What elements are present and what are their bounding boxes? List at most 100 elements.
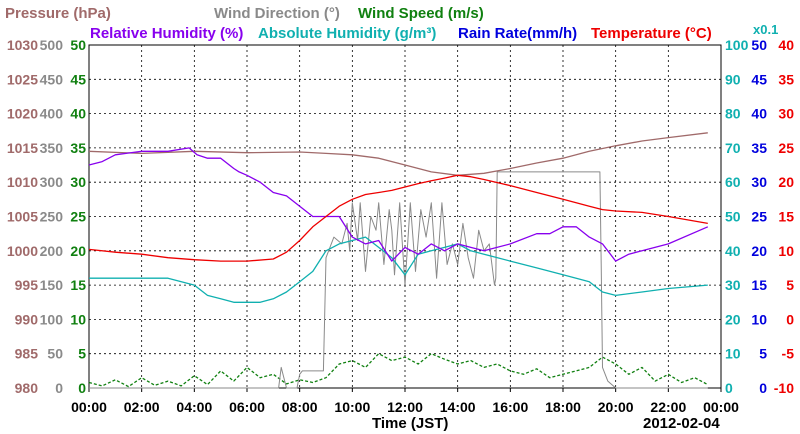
legend-wind-speed: Wind Speed (m/s)	[358, 5, 484, 22]
y-tick-wind-direction: 150	[40, 277, 64, 293]
series-wind-speed-m-s	[88, 353, 709, 388]
y-tick-pressure: 980	[15, 380, 39, 396]
y-tick-wind-direction: 300	[40, 174, 64, 190]
legend-wind-direction: Wind Direction (°)	[214, 5, 340, 22]
y-tick-pressure: 985	[15, 346, 39, 362]
y-tick-rain-rate: 15	[751, 277, 767, 293]
y-tick-pressure: 990	[15, 311, 39, 327]
y-tick-wind-speed: 15	[70, 277, 86, 293]
y-tick-wind-speed: 10	[70, 311, 86, 327]
y-tick-temperature: -5	[782, 346, 795, 362]
y-tick-rain-rate: 30	[751, 174, 767, 190]
y-tick-humidity: 90	[725, 71, 741, 87]
x-tick-label: 02:00	[124, 399, 160, 415]
y-tick-rain-rate: 0	[759, 380, 767, 396]
y-tick-pressure: 995	[15, 277, 39, 293]
legend-temperature: Temperature (°C)	[591, 25, 712, 42]
x-tick-label: 20:00	[598, 399, 634, 415]
y-tick-humidity: 60	[725, 174, 741, 190]
legend-absolute-humidity: Absolute Humidity (g/m³)	[258, 25, 436, 42]
x-tick-label: 22:00	[650, 399, 686, 415]
series-pressure-hpa	[88, 132, 708, 176]
y-tick-wind-speed: 35	[70, 140, 86, 156]
y-tick-rain-rate: 10	[751, 311, 767, 327]
y-tick-pressure: 1030	[7, 37, 38, 53]
y-tick-pressure: 1025	[7, 71, 38, 87]
x-tick-label: 00:00	[703, 399, 739, 415]
y-tick-temperature: 10	[778, 243, 794, 259]
y-tick-wind-direction: 250	[40, 209, 64, 225]
y-tick-wind-direction: 100	[40, 311, 64, 327]
series-relative-humidity	[88, 147, 709, 262]
y-tick-temperature: 30	[778, 106, 794, 122]
y-tick-wind-direction: 500	[40, 37, 64, 53]
y-tick-wind-direction: 450	[40, 71, 64, 87]
y-tick-temperature: 35	[778, 71, 794, 87]
series-wind-direction	[89, 171, 708, 389]
x-tick-label: 04:00	[176, 399, 212, 415]
y-tick-temperature: 15	[778, 209, 794, 225]
data-series	[88, 132, 709, 389]
y-tick-wind-speed: 0	[78, 380, 86, 396]
y-tick-pressure: 1015	[7, 140, 38, 156]
legend-row-2: Relative Humidity (%) Absolute Humidity …	[90, 22, 778, 42]
y-tick-humidity: 20	[725, 311, 741, 327]
y-tick-rain-rate: 35	[751, 140, 767, 156]
x-tick-label: 12:00	[387, 399, 423, 415]
y-tick-wind-speed: 50	[70, 37, 86, 53]
legend-relative-humidity: Relative Humidity (%)	[90, 25, 243, 42]
y-tick-rain-rate: 25	[751, 209, 767, 225]
y-tick-temperature: 20	[778, 174, 794, 190]
y-tick-rain-rate: 5	[759, 346, 767, 362]
y-tick-rain-rate: 40	[751, 106, 767, 122]
axis-tick-labels: 1030102510201015101010051000995990985980…	[7, 37, 794, 415]
legend-row-1: Pressure (hPa) Wind Direction (°) Wind S…	[5, 5, 484, 22]
x-axis-title: Time (JST)	[372, 415, 448, 432]
y-tick-rain-rate: 45	[751, 71, 767, 87]
y-tick-wind-direction: 0	[55, 380, 63, 396]
x-tick-label: 16:00	[492, 399, 528, 415]
y-tick-wind-speed: 20	[70, 243, 86, 259]
y-tick-humidity: 30	[725, 277, 741, 293]
x-tick-label: 00:00	[71, 399, 107, 415]
y-tick-wind-direction: 350	[40, 140, 64, 156]
x-tick-label: 06:00	[229, 399, 265, 415]
series-absolute-humidity-g-m	[89, 236, 708, 303]
x-tick-label: 10:00	[334, 399, 370, 415]
y-tick-wind-speed: 40	[70, 106, 86, 122]
x-tick-label: 08:00	[282, 399, 318, 415]
y-tick-temperature: -10	[774, 380, 794, 396]
y-tick-humidity: 10	[725, 346, 741, 362]
legend-pressure: Pressure (hPa)	[5, 5, 111, 22]
y-tick-temperature: 0	[786, 311, 794, 327]
series-temperature-c	[88, 174, 708, 262]
legend-rain-rate: Rain Rate(mm/h)	[458, 25, 577, 42]
y-tick-rain-rate: 50	[751, 37, 767, 53]
y-tick-humidity: 40	[725, 243, 741, 259]
x-tick-label: 18:00	[545, 399, 581, 415]
y-tick-humidity: 100	[725, 37, 749, 53]
y-tick-temperature: 25	[778, 140, 794, 156]
y-tick-wind-direction: 50	[47, 346, 63, 362]
y-tick-humidity: 80	[725, 106, 741, 122]
x-tick-label: 14:00	[440, 399, 476, 415]
y-tick-humidity: 0	[725, 380, 733, 396]
y-tick-rain-rate: 20	[751, 243, 767, 259]
y-tick-temperature: 40	[778, 37, 794, 53]
y-tick-pressure: 1005	[7, 209, 38, 225]
y-tick-wind-direction: 400	[40, 106, 64, 122]
y-tick-humidity: 70	[725, 140, 741, 156]
y-tick-wind-speed: 25	[70, 209, 86, 225]
y-tick-wind-speed: 5	[78, 346, 86, 362]
y-tick-humidity: 50	[725, 209, 741, 225]
plot-grid	[89, 45, 721, 388]
y-tick-wind-speed: 45	[70, 71, 86, 87]
y-tick-wind-direction: 200	[40, 243, 64, 259]
y-tick-pressure: 1010	[7, 174, 38, 190]
y-tick-pressure: 1020	[7, 106, 38, 122]
y-tick-temperature: 5	[786, 277, 794, 293]
y-tick-pressure: 1000	[7, 243, 38, 259]
date-label: 2012-02-04	[643, 415, 720, 432]
legend-scale-note: x0.1	[753, 22, 778, 37]
